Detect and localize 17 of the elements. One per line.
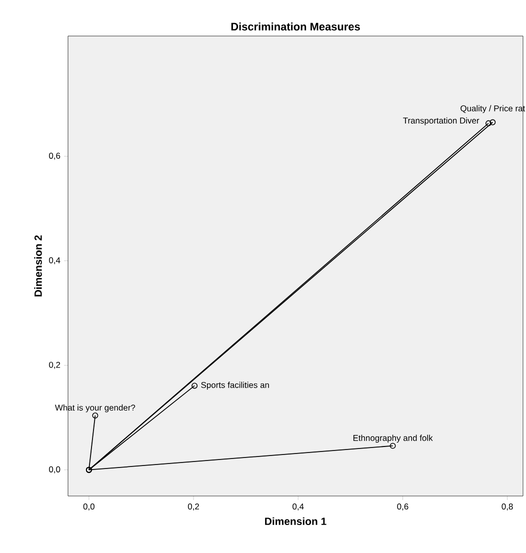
x-tick-label: 0,8 [502, 504, 513, 511]
y-tick-label: 0,6 [49, 152, 60, 160]
y-tick-label: 0,0 [49, 466, 60, 474]
annotation: Ethnography and folk [353, 434, 433, 443]
y-axis-title: Dimension 2 [34, 235, 42, 296]
y-tick-label: 0,4 [49, 257, 60, 264]
annotation: Sports facilities an [201, 382, 269, 390]
x-axis-title: Dimension 1 [265, 517, 326, 526]
y-tick-label: 0,2 [49, 362, 60, 369]
x-tick-label: 0,0 [83, 504, 94, 511]
annotation: Quality / Price rat [460, 105, 526, 114]
x-tick-label: 0,4 [292, 504, 304, 511]
annotation: Transportation Diver [403, 117, 480, 126]
chart-title: Discrimination Measures [231, 22, 360, 31]
x-tick-label: 0,6 [397, 504, 408, 511]
x-tick-label: 0,2 [188, 504, 199, 511]
annotation: What is your gender? [54, 404, 136, 412]
